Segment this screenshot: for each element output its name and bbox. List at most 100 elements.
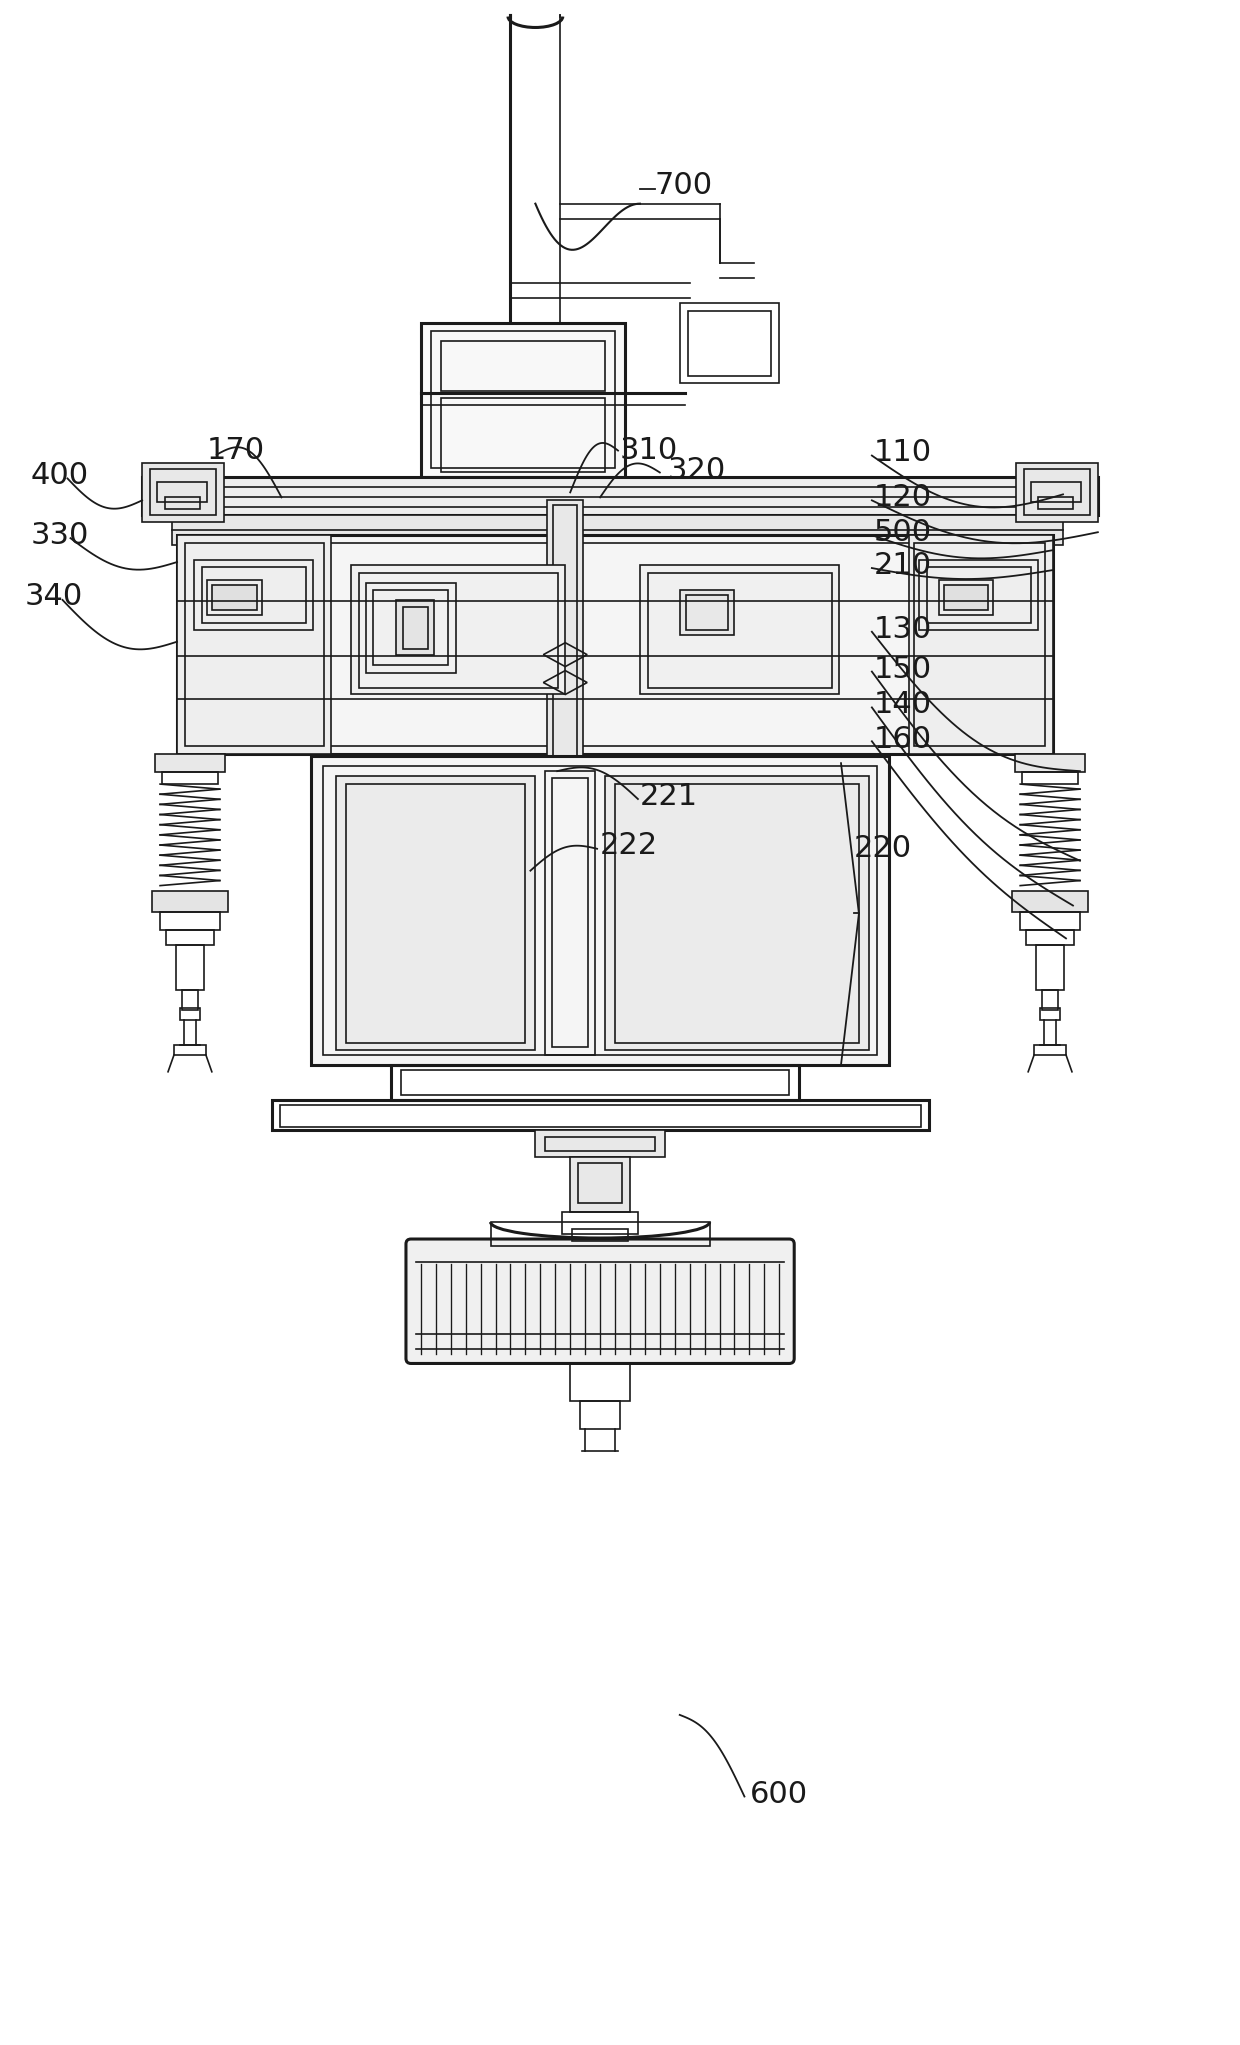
Text: 160: 160: [874, 724, 932, 755]
Bar: [570, 1157, 630, 1213]
Bar: [926, 566, 1032, 624]
Bar: [401, 1070, 789, 1094]
Text: 400: 400: [31, 460, 89, 491]
Bar: [176, 945, 203, 990]
Bar: [396, 599, 434, 654]
Bar: [562, 1213, 637, 1233]
Text: 340: 340: [25, 583, 83, 611]
Text: 210: 210: [874, 550, 932, 579]
Bar: [373, 589, 448, 665]
Text: 320: 320: [668, 456, 727, 485]
Bar: [909, 536, 1053, 755]
Text: 221: 221: [640, 781, 698, 810]
Bar: [311, 757, 889, 1065]
Bar: [686, 595, 728, 630]
Bar: [1027, 930, 1074, 945]
Bar: [1040, 1008, 1060, 1020]
Bar: [182, 990, 198, 1010]
Bar: [346, 783, 526, 1043]
Bar: [680, 303, 779, 382]
Bar: [1032, 483, 1081, 503]
Text: 150: 150: [874, 654, 932, 685]
Bar: [605, 777, 869, 1049]
Bar: [1024, 470, 1090, 515]
Bar: [174, 1045, 206, 1055]
Bar: [192, 544, 1038, 746]
Bar: [143, 462, 223, 521]
Bar: [640, 564, 839, 695]
Text: 500: 500: [874, 517, 932, 546]
Bar: [420, 323, 625, 476]
Text: 130: 130: [874, 616, 932, 644]
Bar: [939, 581, 993, 616]
Bar: [172, 515, 1063, 546]
Bar: [688, 311, 771, 376]
Bar: [272, 1100, 929, 1129]
Bar: [536, 1129, 665, 1157]
Bar: [143, 476, 1097, 515]
Text: 120: 120: [874, 483, 932, 511]
Bar: [279, 1104, 920, 1127]
Bar: [366, 583, 456, 673]
Bar: [1021, 912, 1080, 930]
Bar: [157, 483, 207, 503]
Bar: [207, 581, 262, 616]
Text: 600: 600: [749, 1779, 807, 1810]
Bar: [546, 771, 595, 1055]
Bar: [177, 536, 1053, 755]
Text: 700: 700: [655, 172, 713, 200]
Bar: [572, 1229, 627, 1241]
Bar: [165, 497, 200, 509]
Bar: [185, 544, 325, 746]
Bar: [153, 890, 228, 912]
Bar: [914, 544, 1045, 746]
Bar: [440, 342, 605, 391]
Bar: [1022, 773, 1078, 783]
Text: 310: 310: [620, 436, 678, 464]
Text: 170: 170: [207, 436, 265, 464]
Bar: [202, 566, 306, 624]
Bar: [177, 536, 331, 755]
Bar: [578, 1164, 622, 1202]
Bar: [580, 1401, 620, 1429]
Bar: [552, 777, 588, 1047]
Bar: [336, 777, 536, 1049]
Bar: [919, 560, 1038, 630]
Text: 110: 110: [874, 438, 932, 466]
Bar: [944, 585, 988, 609]
Bar: [680, 589, 734, 634]
Bar: [162, 773, 218, 783]
Bar: [1042, 990, 1058, 1010]
Bar: [570, 1364, 630, 1401]
Text: 330: 330: [31, 521, 89, 550]
Bar: [193, 560, 314, 630]
Bar: [1038, 497, 1073, 509]
Bar: [324, 767, 877, 1055]
Text: 220: 220: [854, 834, 913, 863]
FancyBboxPatch shape: [405, 1239, 794, 1364]
Bar: [166, 930, 213, 945]
Bar: [1016, 755, 1085, 773]
Bar: [160, 912, 219, 930]
Bar: [360, 573, 558, 687]
Bar: [150, 470, 216, 515]
Bar: [546, 1137, 655, 1151]
Bar: [351, 564, 565, 695]
Bar: [155, 755, 224, 773]
Bar: [491, 1223, 709, 1245]
Bar: [212, 585, 257, 609]
Bar: [391, 1065, 800, 1100]
Bar: [553, 505, 577, 793]
Bar: [1034, 1045, 1066, 1055]
Bar: [403, 607, 428, 648]
Text: 222: 222: [600, 832, 658, 861]
Bar: [547, 501, 583, 800]
Bar: [197, 546, 1033, 573]
Bar: [1012, 890, 1087, 912]
Bar: [440, 399, 605, 472]
Bar: [180, 1008, 200, 1020]
Bar: [615, 783, 859, 1043]
Text: 140: 140: [874, 689, 932, 720]
Bar: [1037, 945, 1064, 990]
Bar: [430, 331, 615, 468]
